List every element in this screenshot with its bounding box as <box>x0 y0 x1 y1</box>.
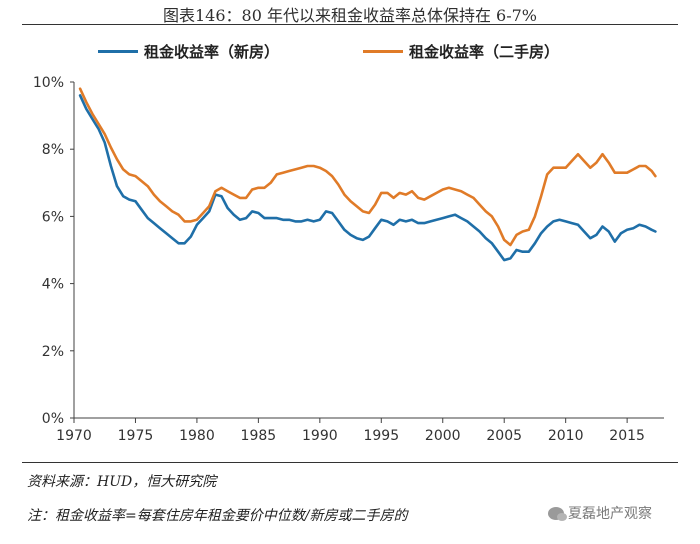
series-line-resale-home <box>78 87 657 247</box>
x-tick-label: 1995 <box>363 428 399 444</box>
page-title: 图表146：80 年代以来租金收益率总体保持在 6-7% <box>162 6 538 25</box>
footer-divider <box>22 462 678 463</box>
x-tick-label: 2010 <box>548 428 584 444</box>
legend-swatch-new-home <box>98 49 138 53</box>
y-tick-label: 8% <box>42 142 64 158</box>
x-tick-label: 1985 <box>241 428 277 444</box>
x-tick-label: 1980 <box>179 428 215 444</box>
x-tick-label: 1970 <box>56 428 92 444</box>
legend-item-resale-home: 租金收益率（二手房） <box>363 39 559 63</box>
series-line-new-home <box>78 94 657 262</box>
legend-item-new-home: 租金收益率（新房） <box>98 39 279 63</box>
legend-label-resale-home: 租金收益率（二手房） <box>409 42 560 61</box>
y-tick-label: 0% <box>42 411 64 427</box>
source-note: 资料来源：HUD，恒大研究院 <box>27 474 217 490</box>
watermark: 夏磊地产观察 <box>548 503 652 523</box>
x-tick-label: 2015 <box>609 428 645 444</box>
footnote: 注：租金收益率=每套住房年租金要价中位数/新房或二手房的 <box>27 508 408 524</box>
title-divider <box>22 24 678 25</box>
y-tick-label: 10% <box>33 75 64 91</box>
y-tick-label: 4% <box>42 277 64 293</box>
legend-swatch-resale-home <box>363 49 403 53</box>
chart-legend: 租金收益率（新房） 租金收益率（二手房） <box>0 39 700 63</box>
x-tick-label: 1990 <box>302 428 338 444</box>
legend-label-new-home: 租金收益率（新房） <box>144 42 280 61</box>
x-tick-label: 2005 <box>486 428 522 444</box>
y-tick-label: 6% <box>42 209 64 225</box>
x-tick-label: 1975 <box>118 428 154 444</box>
wechat-icon <box>548 506 567 521</box>
y-tick-label: 2% <box>42 344 64 360</box>
watermark-text: 夏磊地产观察 <box>568 506 652 522</box>
x-tick-label: 2000 <box>425 428 461 444</box>
